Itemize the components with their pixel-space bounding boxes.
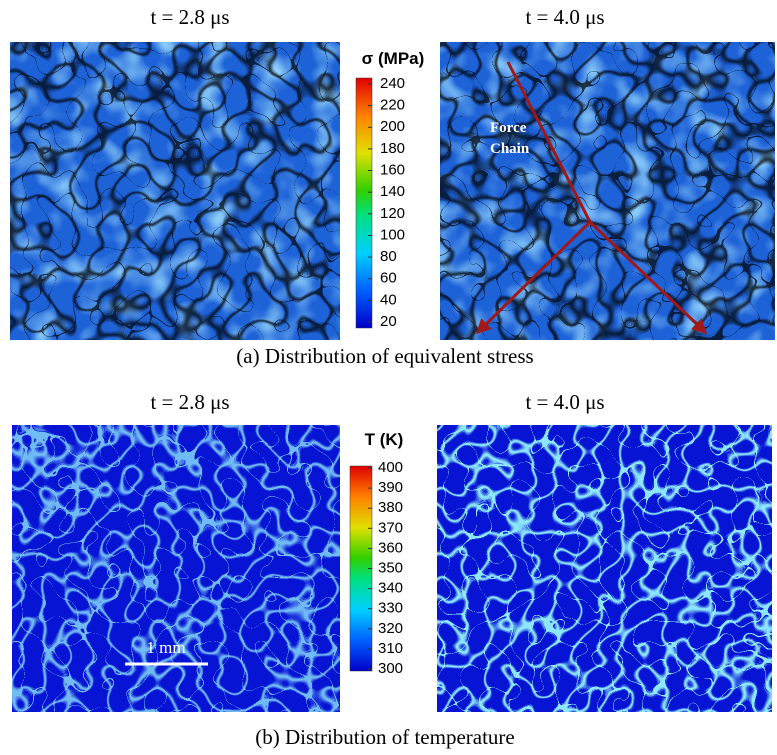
colorbar-tick-label: 370	[378, 519, 403, 536]
colorbar-tick-label: 200	[380, 118, 405, 135]
colorbar	[355, 77, 373, 329]
colorbar-tick-label: 140	[380, 183, 405, 200]
colorbar-tick-label: 220	[380, 97, 405, 114]
colorbar-tick-label: 360	[378, 539, 403, 556]
stress-image-left	[10, 42, 340, 340]
stress-image-right	[440, 42, 775, 340]
colorbar-tick-label: 310	[378, 640, 403, 657]
annotation: Force	[490, 120, 527, 136]
time-label: t = 2.8 μs	[150, 5, 229, 29]
colorbar-tick-label: 240	[380, 75, 405, 92]
colorbar-tick-label: 40	[380, 291, 397, 308]
annotation: Chain	[490, 141, 530, 157]
scale-bar-label: 1 mm	[146, 638, 185, 657]
colorbar-tick-label: 350	[378, 559, 403, 576]
colorbar-tick-label: 330	[378, 600, 403, 617]
colorbar-tick-label: 120	[380, 205, 405, 222]
colorbar-tick-label: 180	[380, 140, 405, 157]
colorbar-tick-label: 20	[380, 313, 397, 330]
colorbar-tick-label: 390	[378, 479, 403, 496]
force-chain-arrow	[588, 220, 708, 335]
caption: (a) Distribution of equivalent stress	[236, 344, 533, 368]
time-label: t = 4.0 μs	[525, 390, 604, 414]
colorbar-tick-label: 160	[380, 162, 405, 179]
colorbar-title: σ (MPa)	[362, 49, 425, 68]
temperature-image-left	[12, 425, 340, 712]
colorbar-title: T (K)	[365, 430, 404, 449]
temperature-image-right	[437, 425, 772, 712]
caption: (b) Distribution of temperature	[255, 725, 515, 749]
time-label: t = 2.8 μs	[150, 390, 229, 414]
colorbar-tick-label: 300	[378, 660, 403, 677]
colorbar-tick-label: 340	[378, 580, 403, 597]
colorbar-tick-label: 60	[380, 270, 397, 287]
colorbar-tick-label: 80	[380, 248, 397, 265]
time-label: t = 4.0 μs	[525, 5, 604, 29]
colorbar-tick-label: 380	[378, 499, 403, 516]
colorbar-tick-label: 100	[380, 226, 405, 243]
colorbar-tick-label: 400	[378, 459, 403, 476]
colorbar-tick-label: 320	[378, 620, 403, 637]
